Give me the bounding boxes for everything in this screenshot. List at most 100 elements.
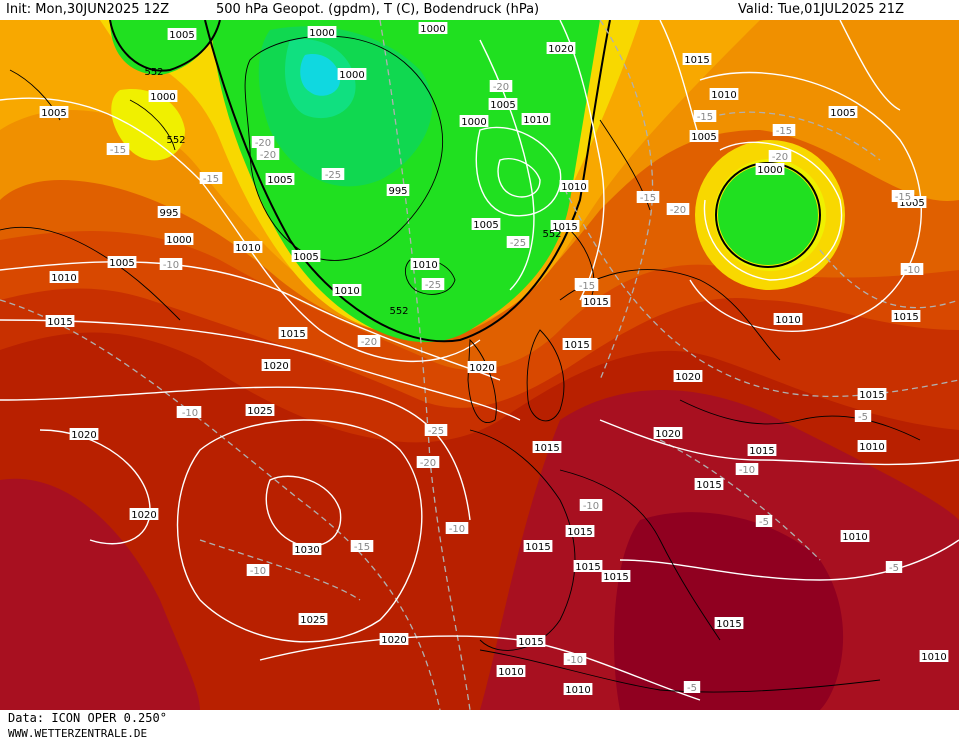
temperature-label-text: -20 <box>772 152 788 163</box>
isobar-label-text: 1010 <box>523 115 548 126</box>
temperature-label: -10 <box>563 653 587 666</box>
isobar-label: 1015 <box>857 388 887 401</box>
isobar-label: 1020 <box>653 427 683 440</box>
isobar-label: 1020 <box>467 361 497 374</box>
isobar-label: 1015 <box>682 53 712 66</box>
isobar-label-text: 1015 <box>567 527 592 538</box>
geopotential-label: 552 <box>144 67 163 78</box>
isobar-label: 1015 <box>601 570 631 583</box>
temperature-label-text: -25 <box>325 170 341 181</box>
isobar-label: 1000 <box>337 68 367 81</box>
isobar-label-text: 1010 <box>565 685 590 696</box>
isobar-label: 1015 <box>573 560 603 573</box>
isobar-label-text: 1015 <box>893 312 918 323</box>
isobar-label: 1020 <box>129 508 159 521</box>
temperature-label-text: -25 <box>425 280 441 291</box>
isobar-label: 1015 <box>516 635 546 648</box>
isobar-label: 1020 <box>261 359 291 372</box>
isobar-label: 1000 <box>148 90 178 103</box>
isobar-label: 1015 <box>532 441 562 454</box>
temperature-label-text: -15 <box>776 126 792 137</box>
temperature-label: -15 <box>891 190 915 203</box>
temperature-label: -10 <box>178 406 202 419</box>
isobar-label: 1005 <box>291 250 321 263</box>
isobar-label-text: 1015 <box>534 443 559 454</box>
isobar-label-text: 1005 <box>41 108 66 119</box>
temperature-label: -25 <box>506 236 530 249</box>
isobar-label-text: 1015 <box>47 317 72 328</box>
field-ridge-sw <box>0 478 200 710</box>
temperature-label: -20 <box>666 203 690 216</box>
isobar-label: 1015 <box>747 444 777 457</box>
isobar-label-text: 1010 <box>711 90 736 101</box>
temperature-label-text: -20 <box>255 138 271 149</box>
isobar-label-text: 1015 <box>696 480 721 491</box>
isobar-label: 1010 <box>521 113 551 126</box>
isobar-label: 1025 <box>245 404 275 417</box>
isobar-label: 1005 <box>39 106 69 119</box>
isobar-label-text: 1005 <box>830 108 855 119</box>
isobar-label-text: 1005 <box>109 258 134 269</box>
isobar-label: 1015 <box>694 478 724 491</box>
isobar-label: 1005 <box>107 256 137 269</box>
isobar-label-text: 1015 <box>859 390 884 401</box>
temperature-label: -5 <box>854 410 872 423</box>
temperature-label-text: -5 <box>858 412 868 423</box>
temperature-label-text: -20 <box>361 337 377 348</box>
temperature-label-text: -20 <box>493 82 509 93</box>
isobar-label: 1020 <box>379 633 409 646</box>
temperature-label-text: -20 <box>420 458 436 469</box>
temperature-label-text: -5 <box>889 563 899 574</box>
geopotential-label-text: 552 <box>166 135 185 146</box>
header-bar: Init: Mon,30JUN2025 12Z 500 hPa Geopot. … <box>0 0 959 20</box>
isobar-label: 1030 <box>292 543 322 556</box>
isobar-label: 1010 <box>709 88 739 101</box>
isobar-label-text: 1005 <box>293 252 318 263</box>
temperature-label: -15 <box>350 540 374 553</box>
temperature-label: -10 <box>445 522 469 535</box>
field-cutoff-inner <box>718 165 818 265</box>
isobar-label-text: 1010 <box>412 260 437 271</box>
field-core-3 <box>300 54 340 96</box>
isobar-label-text: 1025 <box>300 615 325 626</box>
isobar-label: 1010 <box>49 271 79 284</box>
temperature-label: -15 <box>199 172 223 185</box>
isobar-label-text: 1020 <box>263 361 288 372</box>
temperature-label-text: -10 <box>583 501 599 512</box>
geopotential-label: 552 <box>389 306 408 317</box>
temperature-labels: -15-15-20-25-20-20-25-25-10-15-15-20-20-… <box>106 80 924 694</box>
isobar-label-text: 1015 <box>280 329 305 340</box>
isobar-label-text: 1005 <box>267 175 292 186</box>
isobar-label-text: 1000 <box>339 70 364 81</box>
isobar-label: 1000 <box>164 233 194 246</box>
isobar-label-text: 1015 <box>552 222 577 233</box>
geopotential-label: 552 <box>166 135 185 146</box>
isobar-label-text: 1020 <box>675 372 700 383</box>
isobar-label-text: 1010 <box>859 442 884 453</box>
temperature-label: -15 <box>772 124 796 137</box>
temperature-label: -10 <box>159 258 183 271</box>
isobar-label-text: 1000 <box>150 92 175 103</box>
isobar-label: 1015 <box>550 220 580 233</box>
isobar-label-text: 1030 <box>294 545 319 556</box>
isobar-label-text: 1015 <box>716 619 741 630</box>
temperature-label: -20 <box>251 136 275 149</box>
isobar-label-text: 1010 <box>561 182 586 193</box>
isobar-label: 1010 <box>332 284 362 297</box>
isobar-label-text: 1015 <box>564 340 589 351</box>
isobar-label-text: 1015 <box>684 55 709 66</box>
isobar-label-text: 1010 <box>235 243 260 254</box>
temperature-label: -20 <box>416 456 440 469</box>
temperature-label: -15 <box>693 110 717 123</box>
temperature-label-text: -20 <box>260 150 276 161</box>
temperature-label: -10 <box>246 564 270 577</box>
isobar-label-text: 995 <box>159 208 178 219</box>
temperature-label: -20 <box>489 80 513 93</box>
isobar-label-text: 1020 <box>548 44 573 55</box>
temperature-label: -20 <box>256 148 280 161</box>
isobar-label: 1015 <box>278 327 308 340</box>
temperature-label-text: -10 <box>739 465 755 476</box>
isobar-label-text: 1010 <box>498 667 523 678</box>
isobar-label: 1005 <box>471 218 501 231</box>
temperature-label: -5 <box>683 681 701 694</box>
